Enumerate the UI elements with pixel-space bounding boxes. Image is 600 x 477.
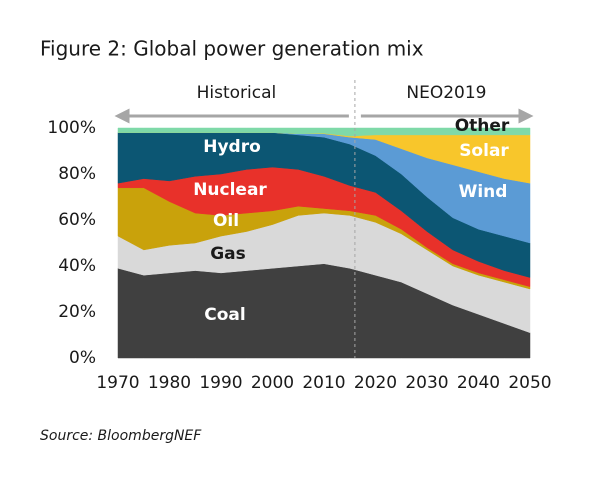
x-tick-label: 1990 bbox=[199, 373, 242, 393]
x-tick-label: 1980 bbox=[148, 373, 191, 393]
y-tick-label: 100% bbox=[47, 118, 96, 138]
legend-label: Wind bbox=[459, 182, 508, 202]
source: Source: BloombergNEF bbox=[40, 428, 202, 444]
annotation: Historical bbox=[197, 83, 277, 103]
x-tick-label: 1970 bbox=[96, 373, 139, 393]
chart-title: Figure 2: Global power generation mix bbox=[40, 37, 424, 61]
legend-label: Gas bbox=[210, 244, 246, 264]
y-tick-label: 0% bbox=[69, 348, 96, 368]
legend-label: Nuclear bbox=[193, 180, 267, 200]
y-tick-label: 80% bbox=[58, 164, 96, 184]
annotation: NEO2019 bbox=[406, 83, 486, 103]
x-tick-label: 2000 bbox=[251, 373, 294, 393]
x-tick-label: 2030 bbox=[405, 373, 448, 393]
x-tick-label: 2050 bbox=[508, 373, 551, 393]
y-tick-label: 60% bbox=[58, 210, 96, 230]
legend-label: Hydro bbox=[203, 137, 261, 157]
legend-label: Other bbox=[455, 116, 510, 136]
legend-label: Oil bbox=[213, 211, 239, 231]
x-tick-label: 2040 bbox=[457, 373, 500, 393]
x-tick-label: 2010 bbox=[302, 373, 345, 393]
x-tick-label: 2020 bbox=[354, 373, 397, 393]
y-tick-label: 40% bbox=[58, 256, 96, 276]
y-tick-label: 20% bbox=[58, 302, 96, 322]
legend-label: Coal bbox=[204, 305, 245, 325]
legend-label: Solar bbox=[459, 141, 509, 161]
area bbox=[117, 127, 531, 137]
